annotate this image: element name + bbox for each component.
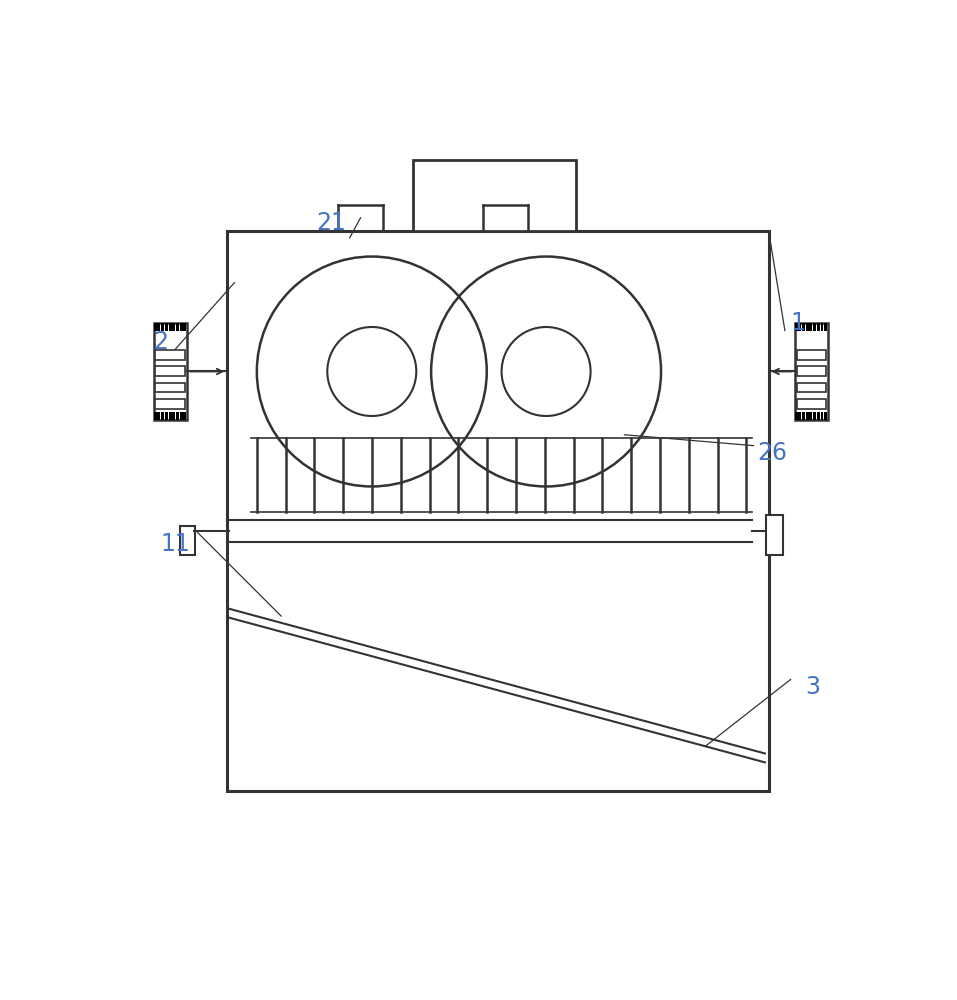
Bar: [810, 412, 812, 420]
Bar: [184, 412, 187, 420]
Bar: [798, 323, 801, 331]
Text: 3: 3: [806, 675, 820, 699]
Bar: [165, 323, 167, 331]
Bar: [168, 412, 171, 420]
Bar: [813, 412, 816, 420]
Bar: [161, 323, 165, 331]
Bar: [176, 412, 179, 420]
Bar: [767, 515, 783, 555]
Bar: [806, 323, 809, 331]
Bar: [797, 366, 826, 376]
Bar: [154, 412, 157, 420]
Bar: [168, 323, 171, 331]
Bar: [797, 350, 826, 360]
Bar: [794, 323, 797, 331]
Bar: [155, 399, 185, 409]
Text: 2: 2: [153, 330, 167, 354]
Bar: [802, 323, 805, 331]
Bar: [794, 412, 797, 420]
Bar: [798, 412, 801, 420]
Bar: [165, 412, 167, 420]
Bar: [155, 350, 185, 360]
Bar: [797, 399, 826, 409]
Bar: [813, 323, 816, 331]
Bar: [180, 412, 183, 420]
Bar: [176, 323, 179, 331]
Bar: [820, 412, 823, 420]
Bar: [181, 526, 195, 555]
Bar: [155, 366, 185, 376]
Text: 26: 26: [757, 441, 788, 465]
Bar: [820, 323, 823, 331]
Bar: [158, 412, 161, 420]
Bar: [155, 383, 185, 392]
Bar: [802, 412, 805, 420]
Text: 11: 11: [161, 532, 190, 556]
Bar: [161, 412, 165, 420]
Bar: [824, 323, 827, 331]
Bar: [154, 323, 188, 420]
Bar: [227, 231, 768, 791]
Bar: [817, 412, 820, 420]
Bar: [797, 383, 826, 392]
Text: 21: 21: [316, 211, 345, 235]
Bar: [172, 412, 175, 420]
Bar: [180, 323, 183, 331]
Bar: [794, 323, 828, 420]
Text: 1: 1: [790, 311, 806, 335]
Bar: [412, 160, 576, 231]
Bar: [817, 323, 820, 331]
Bar: [158, 323, 161, 331]
Bar: [810, 323, 812, 331]
Bar: [806, 412, 809, 420]
Bar: [154, 323, 157, 331]
Bar: [184, 323, 187, 331]
Bar: [824, 412, 827, 420]
Bar: [172, 323, 175, 331]
